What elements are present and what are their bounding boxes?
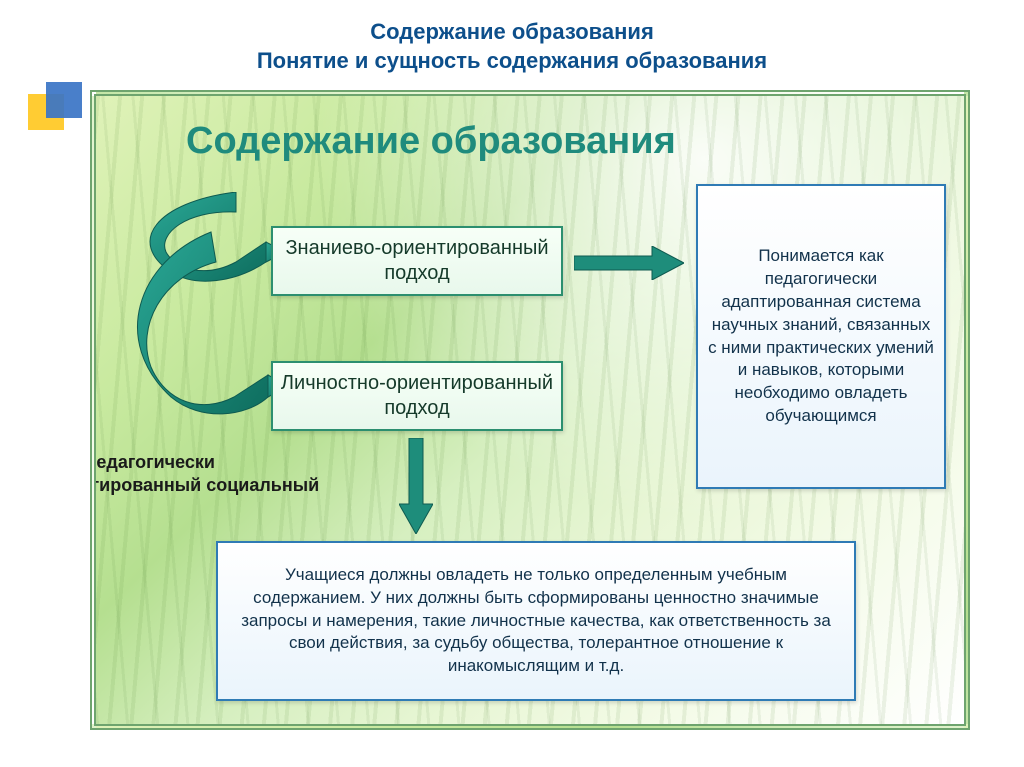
outcome-box: Учащиеся должны овладеть не только опред… bbox=[216, 541, 856, 701]
arrow-down-icon bbox=[399, 438, 433, 534]
arrow-right-svg bbox=[574, 246, 684, 280]
definition-text: Понимается как педагогически адаптирован… bbox=[706, 245, 936, 429]
definition-box: Понимается как педагогически адаптирован… bbox=[696, 184, 946, 489]
approach-personal-box: Личностно-ориентированный подход bbox=[271, 361, 563, 431]
approach-personal-label: Личностно-ориентированный подход bbox=[273, 371, 561, 421]
slide-title-line1: Содержание образования bbox=[0, 18, 1024, 47]
approach-knowledge-label: Знаниево-ориентированный подход bbox=[273, 236, 561, 286]
decorative-squares bbox=[28, 82, 88, 142]
arrow-down-svg bbox=[399, 438, 433, 534]
slide-title-block: Содержание образования Понятие и сущност… bbox=[0, 0, 1024, 79]
arrow-down bbox=[399, 438, 433, 534]
approach-knowledge-box: Знаниево-ориентированный подход bbox=[271, 226, 563, 296]
slide-title-line2: Понятие и сущность содержания образовани… bbox=[0, 47, 1024, 76]
diagram-frame: Содержание образования Знаниево-ориентир… bbox=[90, 90, 970, 730]
side-note: СО -педагогически адаптированный социаль… bbox=[90, 451, 328, 519]
deco-square-blue bbox=[46, 82, 82, 118]
arrow-right-icon bbox=[574, 246, 684, 280]
diagram-main-title: Содержание образования bbox=[186, 120, 676, 163]
curved-arrows-svg bbox=[116, 192, 286, 452]
arrow-right bbox=[574, 246, 684, 280]
outcome-text: Учащиеся должны овладеть не только опред… bbox=[238, 564, 834, 679]
curved-arrows-group bbox=[116, 192, 286, 452]
